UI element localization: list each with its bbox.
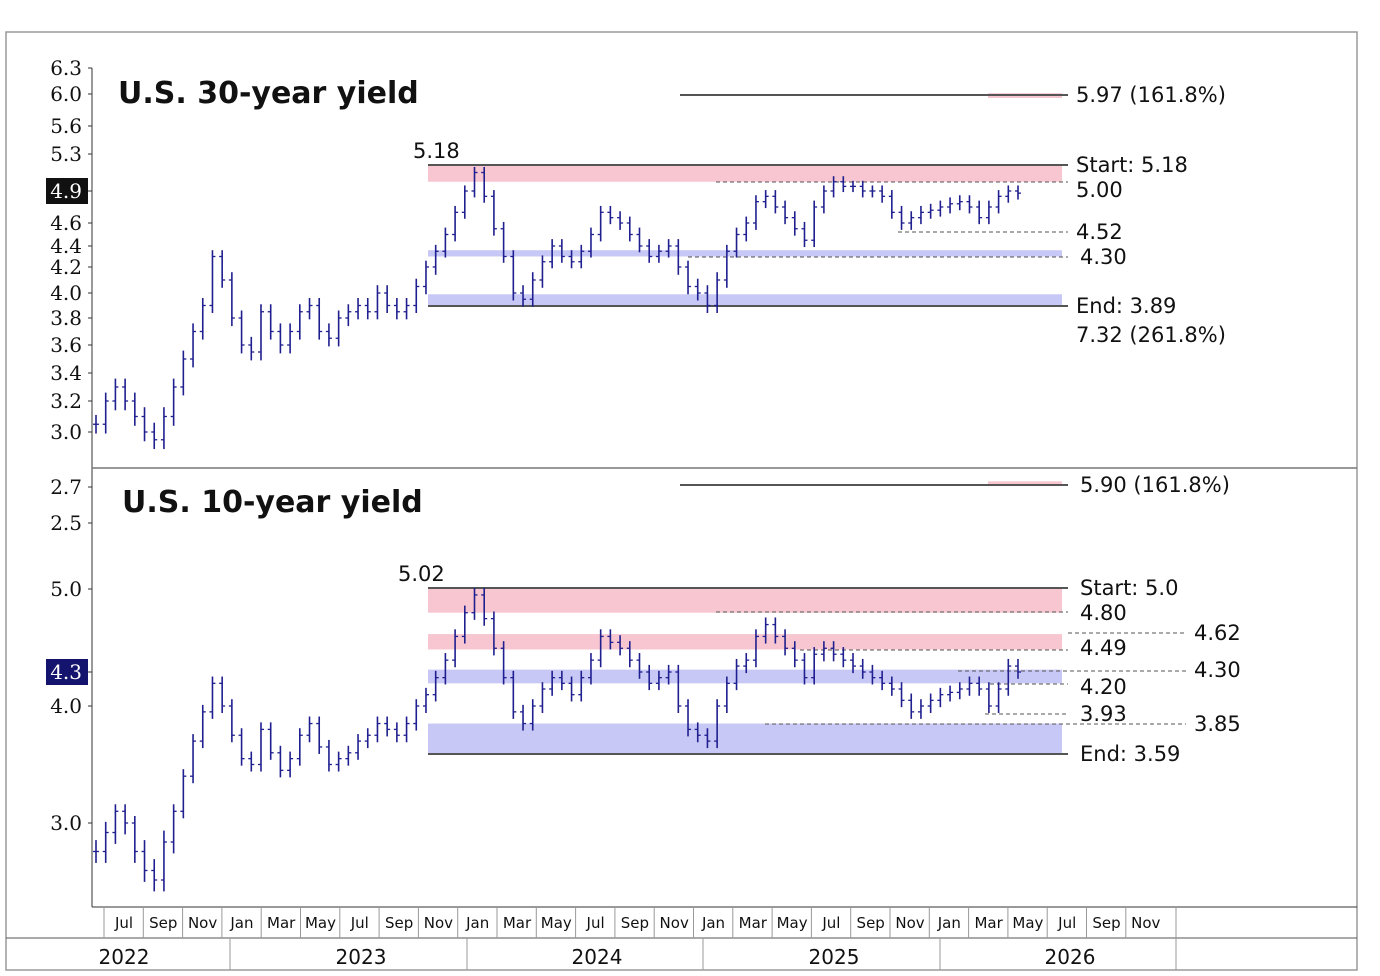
y-tick-label: 3.8	[50, 306, 82, 330]
band-0	[428, 589, 1062, 613]
x-tick-month: Jan	[701, 914, 725, 932]
bands-10y	[428, 481, 1062, 754]
x-tick-month: Jul	[821, 914, 840, 932]
annotation-end: End: 3.89	[1076, 294, 1176, 318]
y-tick-label: 5.3	[50, 142, 82, 166]
annotation-420: 4.20	[1080, 675, 1127, 699]
y-ticks-10y: 2.7 2.5 5.0 4.3 4.0 3.0	[46, 475, 88, 835]
x-tick-year: 2024	[572, 945, 623, 969]
chart-frame	[5, 31, 1358, 971]
x-axis-years: 2022 2023 2024 2025 2026	[99, 938, 1177, 970]
panel-30y: 6.3 6.0 5.6 5.3 4.9 4.6 4.4 4.2 4.0 3.8 …	[46, 56, 1226, 450]
band-1	[428, 634, 1062, 650]
panel-10y: 2.7 2.5 5.0 4.3 4.0 3.0 U.S. 10-year yie…	[46, 473, 1241, 892]
annotation-fib-161: 5.97 (161.8%)	[1076, 83, 1226, 107]
annotation-430: 4.30	[1080, 245, 1127, 269]
y-tick-label: 4.4	[50, 234, 82, 258]
y-tick-label: 4.0	[50, 694, 82, 718]
band-2	[428, 294, 1062, 307]
y-tick-label: 6.0	[50, 82, 82, 106]
annotation-480: 4.80	[1080, 601, 1127, 625]
x-tick-month: Jul	[350, 914, 369, 932]
band-1	[428, 250, 1062, 257]
x-tick-month: Nov	[660, 914, 689, 932]
x-tick-month: Mar	[739, 914, 768, 932]
x-tick-month: May	[1012, 914, 1043, 932]
y-tick-label: 5.6	[50, 114, 82, 138]
y-tick-label: 3.0	[50, 420, 82, 444]
annotation-462: 4.62	[1194, 621, 1241, 645]
band-2	[428, 669, 1062, 684]
y-ticks-30y: 6.3 6.0 5.6 5.3 4.9 4.6 4.4 4.2 4.0 3.8 …	[46, 56, 88, 444]
y-tick-label: 6.3	[50, 56, 82, 80]
x-tick-month: Mar	[267, 914, 296, 932]
y-tick-label: 3.6	[50, 333, 82, 357]
x-tick-month: Sep	[857, 914, 885, 932]
y-tick-label: 3.4	[50, 361, 82, 385]
band-4	[988, 481, 1062, 487]
chart-title-10y: U.S. 10-year yield	[122, 485, 423, 520]
y-tick-label: 5.0	[50, 577, 82, 601]
x-tick-month: Nov	[424, 914, 453, 932]
annotation-452: 4.52	[1076, 220, 1123, 244]
current-value-label-30y: 4.9	[50, 179, 82, 203]
bands-30y	[428, 93, 1062, 307]
x-axis-months: Jul Sep Nov Jan Mar May Jul Sep Nov Jan Mar May Jul S…	[103, 907, 1177, 938]
annotation-start: Start: 5.18	[1076, 153, 1188, 177]
current-value-box-10y	[46, 659, 88, 685]
annotation-393: 3.93	[1080, 702, 1127, 726]
y-tick-label: 4.6	[50, 211, 82, 235]
peak-label-10y: 5.02	[398, 562, 445, 586]
x-tick-month: Mar	[974, 914, 1003, 932]
band-0	[428, 165, 1062, 182]
x-tick-year: 2022	[99, 945, 150, 969]
annotation-end: End: 3.59	[1080, 742, 1180, 766]
reference-lines-30y	[428, 94, 1068, 307]
x-tick-month: Sep	[149, 914, 177, 932]
x-tick-year: 2023	[336, 945, 387, 969]
annotation-430: 4.30	[1194, 658, 1241, 682]
ohlc-series-10y	[93, 587, 1021, 892]
x-tick-month: May	[305, 914, 336, 932]
x-tick-month: Mar	[503, 914, 532, 932]
x-tick-month: Jul	[1057, 914, 1076, 932]
y-tick-label: 2.5	[50, 511, 82, 535]
peak-label-30y: 5.18	[413, 139, 460, 163]
y-tick-label: 4.2	[50, 255, 82, 279]
annotation-500: 5.00	[1076, 178, 1123, 202]
x-tick-month: Jan	[229, 914, 253, 932]
current-value-label-10y: 4.3	[50, 660, 82, 684]
band-3	[428, 723, 1062, 754]
y-tick-label: 3.0	[50, 811, 82, 835]
x-tick-month: Jul	[114, 914, 133, 932]
x-tick-year: 2025	[809, 945, 860, 969]
x-tick-month: Sep	[621, 914, 649, 932]
x-tick-month: Nov	[188, 914, 217, 932]
y-tick-label: 2.7	[50, 475, 82, 499]
annotation-449: 4.49	[1080, 636, 1127, 660]
y-tick-label: 3.2	[50, 389, 82, 413]
x-tick-month: Jan	[465, 914, 489, 932]
x-tick-month: May	[777, 914, 808, 932]
x-tick-month: Jul	[586, 914, 605, 932]
ohlc-series-30y	[93, 166, 1021, 450]
annotation-fib-261: 7.32 (261.8%)	[1076, 323, 1226, 347]
x-tick-month: Nov	[1131, 914, 1160, 932]
annotation-385: 3.85	[1194, 712, 1241, 736]
x-tick-month: Sep	[1092, 914, 1120, 932]
x-tick-year: 2026	[1045, 945, 1096, 969]
annotation-start: Start: 5.0	[1080, 576, 1178, 600]
y-tick-marks-30y	[88, 67, 92, 433]
x-tick-month: Jan	[937, 914, 961, 932]
annotation-fib-161: 5.90 (161.8%)	[1080, 473, 1230, 497]
y-tick-label: 4.0	[50, 281, 82, 305]
chart-title-30y: U.S. 30-year yield	[118, 76, 419, 111]
x-tick-month: Sep	[385, 914, 413, 932]
current-value-box-30y	[46, 178, 88, 204]
y-tick-marks-10y	[88, 486, 92, 824]
reference-lines-10y	[428, 484, 1186, 755]
x-tick-month: Nov	[895, 914, 924, 932]
x-tick-month: May	[541, 914, 572, 932]
